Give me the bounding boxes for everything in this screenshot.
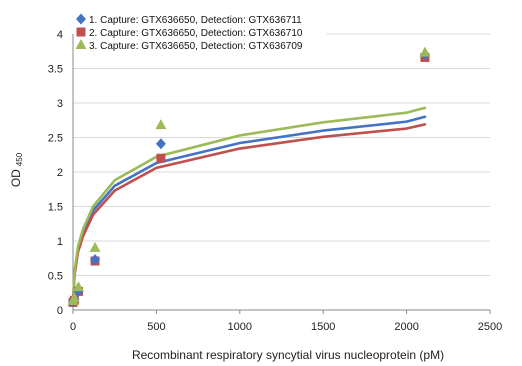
y-axis-title-subscript: 450 bbox=[15, 152, 24, 166]
y-axis-title: OD 450 bbox=[9, 152, 24, 187]
data-point-series-3 bbox=[155, 119, 167, 130]
x-tick-label: 500 bbox=[147, 321, 165, 333]
fit-curve-series-3 bbox=[72, 106, 427, 295]
data-point-series-3 bbox=[419, 46, 431, 57]
y-tick-label: 3 bbox=[57, 98, 63, 110]
legend-marker-series-1 bbox=[76, 13, 86, 25]
legend-label-series-1: 1. Capture: GTX636650, Detection: GTX636… bbox=[89, 15, 302, 26]
x-tick-label: 1500 bbox=[311, 321, 335, 333]
data-point-series-3 bbox=[68, 292, 80, 303]
legend-label-series-3: 3. Capture: GTX636650, Detection: GTX636… bbox=[89, 41, 303, 52]
data-points bbox=[67, 46, 431, 308]
y-tick-label: 0 bbox=[57, 305, 63, 317]
legend: 1. Capture: GTX636650, Detection: GTX636… bbox=[73, 11, 327, 58]
y-tick-label: 0.5 bbox=[48, 271, 63, 283]
gridlines bbox=[73, 33, 490, 276]
y-tick-label: 3.5 bbox=[48, 64, 63, 76]
y-tick-label: 1 bbox=[57, 236, 63, 248]
fit-curve-series-2 bbox=[72, 123, 427, 298]
y-tick-label: 2.5 bbox=[48, 133, 63, 145]
data-point-series-2 bbox=[156, 153, 166, 163]
data-point-series-3 bbox=[89, 241, 101, 252]
data-point-series-3 bbox=[73, 281, 85, 292]
x-tick-label: 0 bbox=[70, 321, 76, 333]
data-point-series-1 bbox=[155, 138, 166, 150]
data-point-series-1 bbox=[90, 254, 101, 266]
y-tick-label: 1.5 bbox=[48, 202, 63, 214]
x-tick-label: 2500 bbox=[478, 321, 502, 333]
legend-marker-series-3 bbox=[75, 39, 87, 49]
x-axis-title: Recombinant respiratory syncytial virus … bbox=[132, 348, 444, 362]
y-tick-label: 4 bbox=[57, 29, 63, 41]
x-tick-label: 2000 bbox=[394, 321, 418, 333]
fit-curves bbox=[72, 106, 427, 298]
fit-curve-series-1 bbox=[72, 115, 427, 297]
axes: 0 0.5 1 1.5 2 2.5 3 3.5 4 0 500 1000 1500 2000 2500 bbox=[48, 29, 503, 333]
y-tick-label: 2 bbox=[57, 167, 63, 179]
y-axis-title-main: OD bbox=[9, 169, 23, 187]
legend-box bbox=[73, 11, 327, 58]
legend-marker-series-2 bbox=[76, 27, 86, 37]
x-tick-label: 1000 bbox=[228, 321, 252, 333]
legend-label-series-2: 2. Capture: GTX636650, Detection: GTX636… bbox=[89, 28, 303, 39]
